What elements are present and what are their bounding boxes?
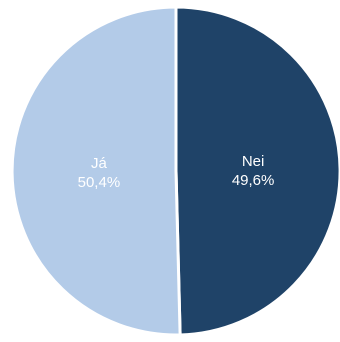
pie-slice-2 [10,5,182,337]
pie-slices [10,5,340,337]
pie-labels: Nei 49,6% Já 50,4% [78,153,275,191]
pie-slice-1 [174,5,340,337]
slice-value-1: 49,6% [232,172,275,189]
slice-label-1: Nei [242,153,265,170]
slice-label-2: Já [91,155,108,172]
slice-value-2: 50,4% [78,174,121,191]
